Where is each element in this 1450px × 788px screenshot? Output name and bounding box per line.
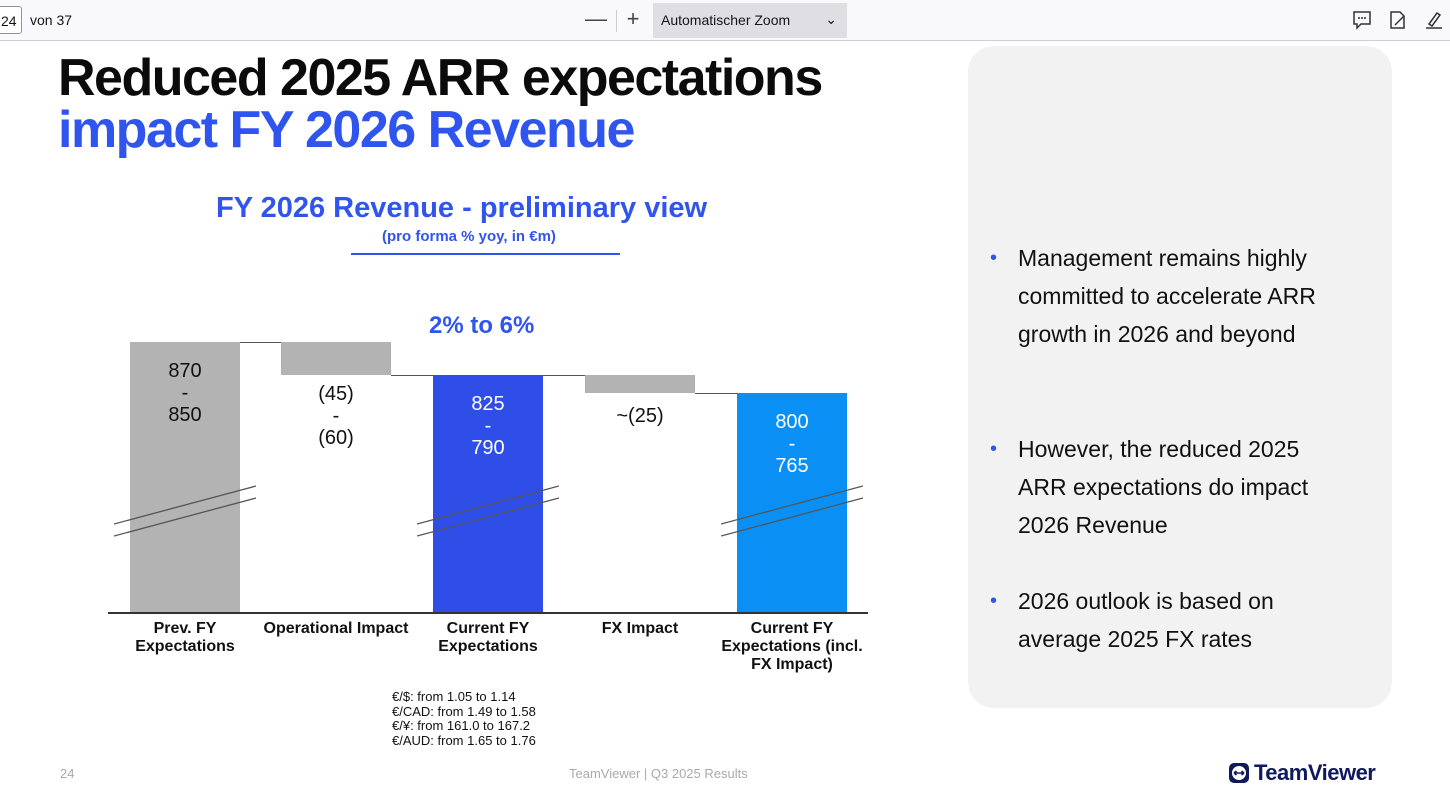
page-count: von 37: [30, 12, 73, 28]
value-text: -: [788, 433, 796, 456]
fx-note: €/CAD: from 1.49 to 1.58: [392, 703, 536, 719]
value-text: -: [181, 382, 189, 404]
value-text: 850: [168, 404, 202, 426]
value-text: (45): [318, 382, 354, 405]
footer-text: TeamViewer | Q3 2025 Results: [569, 766, 748, 781]
divider: [616, 10, 617, 32]
connector-line: [695, 393, 737, 395]
fx-note: €/AUD: from 1.65 to 1.76: [392, 732, 536, 748]
value-text: 765: [775, 455, 809, 478]
highlight-icon[interactable]: [1424, 10, 1444, 30]
fx-note: €/¥: from 161.0 to 167.2: [392, 718, 531, 733]
comment-icon[interactable]: [1352, 10, 1372, 30]
x-tick-label: Current FY Expectations (incl. FX Impact…: [721, 620, 863, 673]
value-text: (60): [318, 426, 354, 449]
connector-line: [240, 342, 281, 343]
bar-4: [585, 374, 695, 394]
fx-note: €/$: from 1.05 to 1.14: [392, 689, 516, 704]
bar-value-label: (45) - (60): [281, 383, 391, 449]
growth-range-annotation: 2% to 6%: [429, 312, 535, 339]
slide-title-line1: Reduced 2025 ARR expectations: [58, 49, 823, 107]
zoom-out-button[interactable]: —: [585, 6, 607, 31]
bullet-item: However, the reduced 2025 ARR expectatio…: [990, 430, 1350, 544]
logo-text: TeamViewer: [1254, 760, 1376, 785]
bar-1: [130, 342, 240, 612]
axis-break-icon: [114, 485, 256, 537]
bar-5: [737, 393, 847, 612]
x-axis: [108, 612, 868, 614]
page-number-input[interactable]: 24: [0, 6, 22, 34]
bullet-item: Management remains highly committed to a…: [990, 239, 1350, 353]
bar-3: [433, 374, 543, 612]
value-text: 800: [775, 411, 809, 434]
x-tick-label: FX Impact: [601, 620, 679, 637]
bar-value-label: 870-850: [130, 360, 240, 426]
chart-title: FY 2026 Revenue - preliminary view: [216, 192, 708, 224]
title-underline: [351, 253, 620, 255]
chevron-down-icon: ⌄: [825, 11, 837, 27]
bar-value-label: 800-765: [737, 411, 847, 477]
value-text: 870: [168, 360, 202, 382]
zoom-select-value: Automatischer Zoom: [661, 12, 791, 28]
axis-break-icon: [417, 485, 559, 537]
zoom-in-button[interactable]: +: [626, 6, 640, 31]
value-text: 790: [471, 436, 505, 459]
bar-value-label: 825-790: [433, 393, 543, 459]
value-text: -: [484, 414, 492, 437]
teamviewer-logo-icon: [1229, 763, 1249, 783]
value-text: -: [332, 404, 340, 427]
x-tick-label: Prev. FY Expectations: [135, 620, 235, 655]
value-text: 825: [471, 392, 505, 415]
bullet-item: 2026 outlook is based on average 2025 FX…: [990, 582, 1350, 658]
x-tick-label: Current FY Expectations: [438, 620, 538, 655]
bar-value-label: ~(25): [585, 405, 695, 427]
value-text: ~(25): [616, 405, 664, 428]
fx-notes: €/$: from 1.05 to 1.14 €/CAD: from 1.49 …: [392, 689, 536, 748]
page-number: 24: [60, 766, 75, 781]
pdf-toolbar: 24 von 37 — + Automatischer Zoom ⌄: [0, 0, 1450, 41]
chart-subtitle: (pro forma % yoy, in €m): [382, 228, 556, 245]
connector-line: [391, 374, 433, 376]
zoom-select[interactable]: Automatischer Zoom ⌄: [653, 3, 847, 38]
teamviewer-logo: TeamViewer: [1228, 760, 1376, 786]
x-tick-label: Operational Impact: [263, 620, 409, 637]
connector-line: [543, 374, 585, 376]
slide-title-line2: impact FY 2026 Revenue: [58, 101, 635, 159]
axis-break-icon: [721, 485, 863, 537]
bar-2: [281, 342, 391, 375]
sign-icon[interactable]: [1388, 10, 1408, 30]
